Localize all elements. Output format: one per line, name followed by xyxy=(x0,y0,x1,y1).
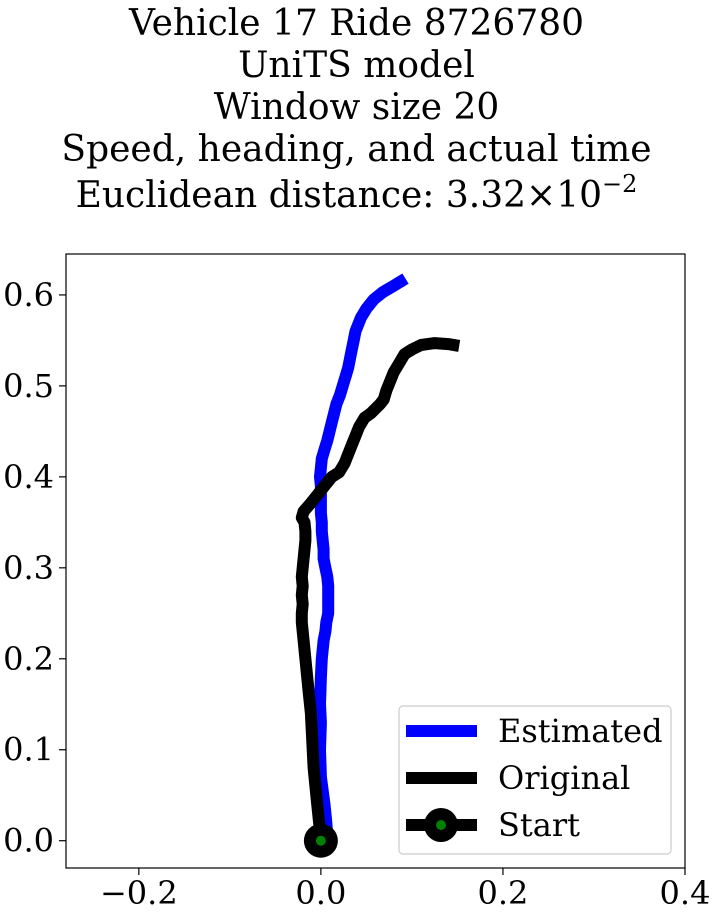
title-distance-base: 10 xyxy=(556,175,603,216)
y-tick-label: 0.2 xyxy=(3,640,54,678)
legend-label-estimated: Estimated xyxy=(498,712,663,750)
y-tick-label: 0.5 xyxy=(3,367,54,405)
legend-label-original: Original xyxy=(498,759,630,797)
plot-frame xyxy=(65,253,686,869)
title-line-3: Window size 20 xyxy=(213,87,500,128)
title-distance-times: × xyxy=(526,175,557,216)
legend-box xyxy=(398,705,672,855)
y-tick-label: 0.1 xyxy=(3,731,54,769)
legend: Estimated Original Start xyxy=(398,705,672,855)
x-tick-label: 0.2 xyxy=(477,874,528,912)
y-tick-label: 0.4 xyxy=(3,458,54,496)
y-tick-label: 0.0 xyxy=(3,822,54,860)
x-tick-label: −0.2 xyxy=(100,874,178,912)
x-tick-label: 0.4 xyxy=(660,874,711,912)
title-distance-prefix: Euclidean distance: xyxy=(75,175,446,216)
y-tick-label: 0.6 xyxy=(3,276,54,314)
series-line-original xyxy=(295,337,461,842)
title-line-1: Vehicle 17 Ride 8726780 xyxy=(128,3,585,44)
x-tick-label: 0.0 xyxy=(295,874,346,912)
title-distance-mantissa: 3.32 xyxy=(445,175,527,216)
legend-label-start: Start xyxy=(498,806,580,844)
start-marker-inner xyxy=(315,835,326,846)
title-line-5: Euclidean distance: 3.32×10−2 xyxy=(0,172,713,216)
title-line-4: Speed, heading, and actual time xyxy=(61,129,652,170)
series-line-estimated xyxy=(314,273,409,837)
legend-marker-inner xyxy=(436,820,446,830)
axis-layer: −0.2 0.0 0.2 0.4 0.0 0.1 0.2 0.3 0.4 0.5 0.6 xyxy=(3,276,710,912)
title-line-2: UniTS model xyxy=(238,45,475,86)
title-distance-exponent: −2 xyxy=(602,170,638,198)
y-tick-label: 0.3 xyxy=(3,549,54,587)
series-layer xyxy=(295,273,461,858)
